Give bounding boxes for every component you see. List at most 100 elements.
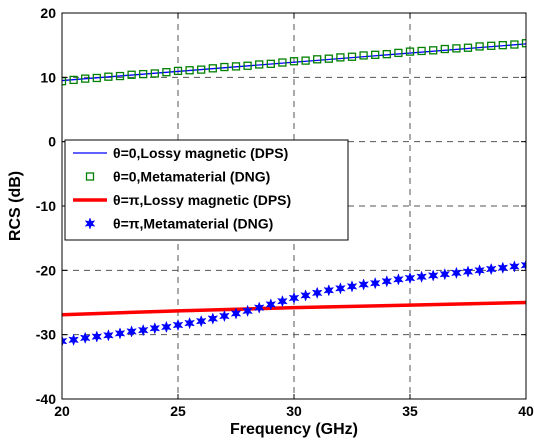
- data-point: [208, 64, 217, 73]
- data-point: [220, 62, 229, 72]
- data-point: [417, 46, 426, 56]
- series-layer: [62, 39, 526, 348]
- series-2: [62, 300, 526, 317]
- legend-box: [64, 139, 349, 241]
- legend-item: θ=0,Lossy magnetic (DPS): [73, 145, 288, 161]
- data-point: [161, 320, 172, 334]
- data-point: [81, 74, 90, 83]
- y-tick-label: -10: [36, 198, 56, 214]
- data-point: [69, 75, 78, 85]
- data-point: [324, 54, 333, 63]
- data-point: [485, 262, 497, 276]
- data-point: [255, 60, 264, 69]
- data-point: [115, 71, 125, 81]
- legend-swatch: [85, 172, 95, 181]
- data-point: [359, 51, 368, 60]
- data-point: [487, 41, 496, 50]
- data-point: [278, 58, 287, 67]
- data-point: [139, 69, 148, 79]
- data-point: [92, 73, 101, 83]
- data-point: [207, 312, 219, 325]
- data-point: [439, 267, 451, 281]
- data-point: [371, 50, 380, 59]
- legend-swatch: [84, 217, 96, 230]
- series-3: [62, 258, 526, 348]
- data-point: [451, 266, 462, 280]
- x-tick-label: 20: [54, 403, 70, 419]
- data-point: [463, 43, 473, 52]
- data-point: [335, 282, 346, 295]
- data-point: [404, 271, 416, 285]
- data-point: [173, 66, 183, 76]
- data-point: [149, 322, 161, 335]
- data-point: [369, 276, 381, 290]
- data-point: [185, 66, 194, 75]
- data-point: [289, 57, 299, 66]
- data-point: [475, 42, 484, 51]
- data-point: [150, 69, 159, 78]
- legend-item: θ=π,Lossy magnetic (DPS): [73, 192, 291, 208]
- series-line: [62, 300, 526, 317]
- legend-label: θ=0,Lossy magnetic (DPS): [113, 145, 288, 161]
- data-point: [103, 329, 114, 342]
- data-point: [62, 77, 67, 86]
- data-point: [510, 40, 519, 49]
- y-tick-label: -30: [36, 327, 56, 343]
- data-point: [429, 46, 438, 55]
- data-point: [323, 284, 335, 297]
- series-1: [62, 39, 526, 86]
- data-point: [382, 50, 391, 59]
- data-point: [184, 316, 195, 330]
- data-point: [393, 273, 404, 286]
- data-point: [509, 260, 520, 273]
- data-point: [313, 55, 322, 64]
- data-point: [521, 39, 526, 48]
- data-point: [440, 44, 449, 54]
- x-axis-label: Frequency (GHz): [230, 421, 358, 438]
- y-tick-label: 20: [40, 5, 56, 21]
- y-tick-label: 0: [48, 134, 56, 150]
- x-tick-label: 40: [518, 403, 534, 419]
- data-point: [68, 333, 79, 347]
- data-point: [104, 72, 113, 81]
- data-point: [197, 65, 206, 74]
- data-point: [243, 61, 252, 70]
- data-point: [172, 318, 184, 332]
- data-point: [347, 52, 357, 61]
- data-point: [427, 269, 439, 282]
- data-point: [416, 270, 427, 283]
- data-point: [231, 62, 241, 71]
- data-point: [266, 59, 275, 68]
- y-axis-label: RCS (dB): [7, 171, 24, 241]
- data-point: [394, 48, 403, 58]
- data-point: [300, 289, 311, 302]
- data-point: [230, 307, 242, 320]
- x-tick-label: 35: [402, 403, 418, 419]
- data-point: [336, 53, 345, 62]
- y-tick-label: 10: [40, 69, 56, 85]
- legend-item: θ=π,Metamaterial (DNG): [84, 216, 273, 232]
- data-point: [127, 70, 136, 79]
- data-point: [462, 265, 474, 278]
- data-point: [277, 294, 288, 308]
- data-point: [242, 304, 253, 318]
- data-point: [114, 327, 126, 340]
- legend-label: θ=π,Lossy magnetic (DPS): [113, 192, 291, 208]
- x-tick-label: 30: [286, 403, 302, 419]
- data-point: [162, 68, 171, 77]
- data-point: [381, 275, 393, 288]
- data-point: [497, 261, 509, 274]
- x-tick-label: 25: [170, 403, 186, 419]
- legend-label: θ=π,Metamaterial (DNG): [113, 216, 273, 232]
- data-point: [405, 47, 415, 56]
- data-point: [301, 56, 310, 65]
- data-point: [346, 280, 358, 293]
- data-point: [219, 309, 230, 323]
- data-point: [358, 278, 369, 291]
- data-point: [452, 44, 461, 53]
- data-point: [253, 301, 265, 314]
- data-point: [265, 298, 277, 311]
- data-point: [137, 323, 149, 337]
- data-point: [79, 331, 91, 345]
